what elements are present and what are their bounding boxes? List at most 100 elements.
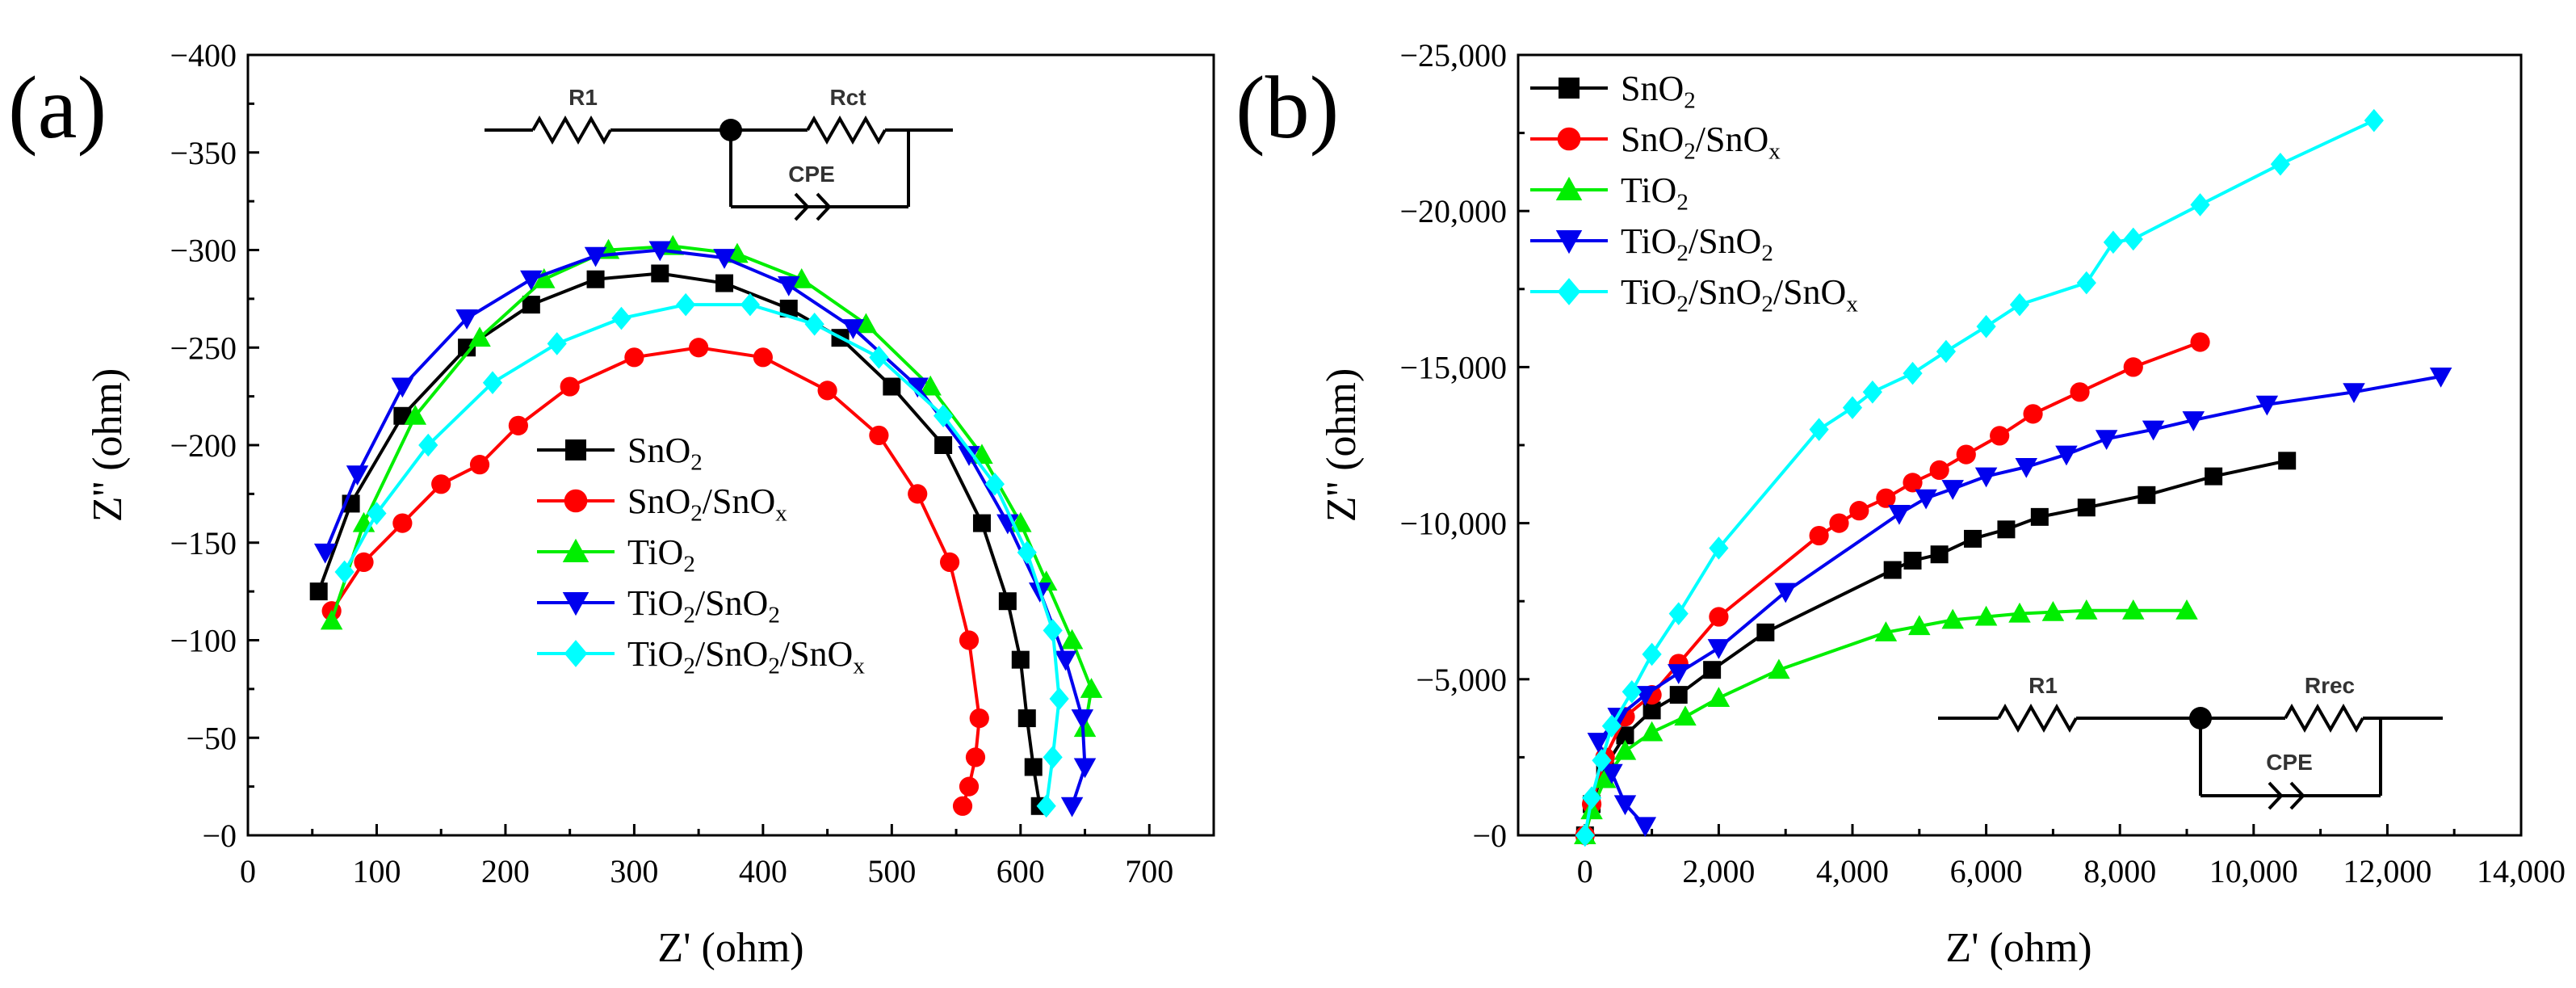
legend-item-tio2: TiO2 <box>1530 170 1689 216</box>
data-point-tio2-sno2-snox <box>933 404 954 428</box>
legend-label-tio2: TiO2 <box>1621 170 1689 216</box>
legend-marker-tio2-sno2-snox <box>1557 278 1581 305</box>
data-point-tio2-sno2 <box>906 377 929 398</box>
data-point-sno2 <box>2205 467 2223 486</box>
legend-item-sno2-snox: SnO2/SnOx <box>1530 120 1781 165</box>
data-point-tio2-sno2 <box>584 246 607 267</box>
data-point-sno2 <box>715 274 734 292</box>
data-point-tio2-sno2-snox <box>1622 679 1642 704</box>
panel-a-y-axis-title: Z'' (ohm) <box>85 368 131 523</box>
data-point-sno2-snox <box>2123 357 2143 377</box>
data-point-tio2-sno2-snox <box>1903 361 1923 385</box>
legend-item-tio2-sno2-snox: TiO2/SnO2/SnOx <box>537 634 865 679</box>
panel-a-circuit-label-cpe: CPE <box>788 162 835 187</box>
legend-label-sno2: SnO2 <box>627 431 703 476</box>
data-point-tio2-sno2 <box>2255 395 2279 416</box>
legend-marker-sno2 <box>1559 78 1580 99</box>
series-tio2 <box>1574 599 2198 844</box>
data-point-tio2-sno2-snox <box>984 473 1005 496</box>
data-point-tio2-sno2-snox <box>1862 380 1882 404</box>
data-point-tio2-sno2-snox <box>1581 786 1602 809</box>
data-point-sno2-snox <box>2190 332 2210 352</box>
legend-marker-sno2 <box>565 439 586 460</box>
y-tick-label: −100 <box>170 623 237 659</box>
data-point-tio2-sno2 <box>1941 480 1964 500</box>
data-point-tio2-sno2-snox <box>1642 642 1662 666</box>
data-point-tio2 <box>1908 615 1931 636</box>
data-point-tio2-sno2 <box>1634 817 1657 838</box>
data-point-tio2-sno2 <box>520 270 543 291</box>
data-point-tio2-sno2-snox <box>1601 714 1622 738</box>
data-point-sno2-snox <box>965 747 986 767</box>
panel-a-label: (a) <box>8 58 107 157</box>
series-tio2-sno2-snox <box>1575 108 2384 847</box>
data-point-sno2-snox <box>869 425 889 446</box>
data-point-tio2-sno2-snox <box>1043 746 1063 769</box>
data-point-sno2 <box>522 296 540 314</box>
x-tick-label: 4,000 <box>1816 853 1889 889</box>
resistor-r1-icon <box>1997 703 2078 734</box>
data-point-sno2 <box>651 264 669 283</box>
x-tick-label: 600 <box>996 853 1045 889</box>
panel-a-y-ticks: −0 −50 −100 −150 −200 −250 −300 −350 −400 <box>170 37 259 854</box>
series-line-sno2-snox <box>1583 340 2201 836</box>
data-point-sno2-snox <box>1929 460 1949 481</box>
data-point-sno2-snox <box>1876 488 1896 508</box>
y-tick-label: −350 <box>170 135 237 171</box>
resistor-r1-icon <box>531 115 612 145</box>
data-point-sno2-snox <box>1956 444 1976 465</box>
data-point-tio2-sno2-snox <box>740 292 761 317</box>
series-line-sno2-snox <box>329 346 981 807</box>
data-point-sno2 <box>309 582 328 601</box>
data-point-tio2-sno2 <box>1587 733 1610 753</box>
data-point-sno2-snox <box>969 708 989 729</box>
data-point-tio2 <box>1974 605 1998 626</box>
data-point-sno2-snox <box>354 552 374 573</box>
data-point-tio2-sno2 <box>1060 797 1084 818</box>
legend-marker-tio2-sno2 <box>562 592 589 616</box>
data-point-tio2-sno2-snox <box>547 332 567 355</box>
panel-a-x-ticks: 0 100 200 300 400 500 600 700 <box>240 824 1173 889</box>
data-point-tio2 <box>1874 621 1898 641</box>
data-point-tio2 <box>1674 705 1697 726</box>
data-point-tio2 <box>1060 629 1084 650</box>
data-point-sno2 <box>934 436 953 454</box>
data-point-tio2-sno2-snox <box>1017 540 1037 565</box>
data-point-tio2-sno2 <box>2095 430 2118 451</box>
data-point-tio2 <box>2122 599 2145 620</box>
x-tick-label: 400 <box>739 853 787 889</box>
series-tio2-sno2 <box>313 241 1097 818</box>
data-point-tio2 <box>533 267 556 288</box>
data-point-tio2 <box>1941 608 1964 629</box>
legend-item-tio2: TiO2 <box>537 532 695 578</box>
series-line-tio2-sno2 <box>1596 375 2441 827</box>
data-point-tio2 <box>468 326 491 347</box>
data-point-tio2-sno2 <box>1774 582 1797 603</box>
data-point-tio2-sno2 <box>1054 650 1077 671</box>
data-point-tio2-sno2 <box>2182 411 2205 431</box>
data-point-sno2 <box>1024 758 1043 776</box>
data-point-tio2 <box>2075 599 2098 620</box>
panel-b-x-ticks: 0 2,000 4,000 6,000 8,000 10,000 12,000 14,000 <box>1577 824 2566 889</box>
data-point-tio2-sno2-snox <box>1709 536 1729 560</box>
y-tick-label: −200 <box>170 427 237 464</box>
data-point-tio2-sno2-snox <box>1592 748 1612 772</box>
panel-a: (a) Z' (ohm) Z'' (ohm) 0 100 200 300 400 500 6… <box>8 37 1215 971</box>
legend-marker-tio2-sno2-snox <box>564 640 588 667</box>
y-tick-label: −150 <box>170 525 237 561</box>
data-point-tio2-sno2-snox <box>418 433 438 457</box>
data-point-tio2 <box>1768 658 1790 679</box>
data-point-tio2-sno2-snox <box>676 292 696 317</box>
legend-item-tio2-sno2: TiO2/SnO2 <box>1530 221 1773 267</box>
data-point-tio2 <box>404 405 427 425</box>
panel-b-y-axis-title: Z'' (ohm) <box>1319 368 1365 523</box>
data-point-sno2-snox <box>753 347 773 368</box>
y-tick-label: −300 <box>170 233 237 269</box>
legend-item-tio2-sno2-snox: TiO2/SnO2/SnOx <box>1530 272 1858 317</box>
data-point-sno2 <box>1643 701 1661 720</box>
data-point-sno2 <box>972 514 991 532</box>
data-point-sno2-snox <box>952 796 973 816</box>
data-point-sno2 <box>779 299 798 317</box>
panel-b-circuit-label-rrec: Rrec <box>2305 673 2355 698</box>
